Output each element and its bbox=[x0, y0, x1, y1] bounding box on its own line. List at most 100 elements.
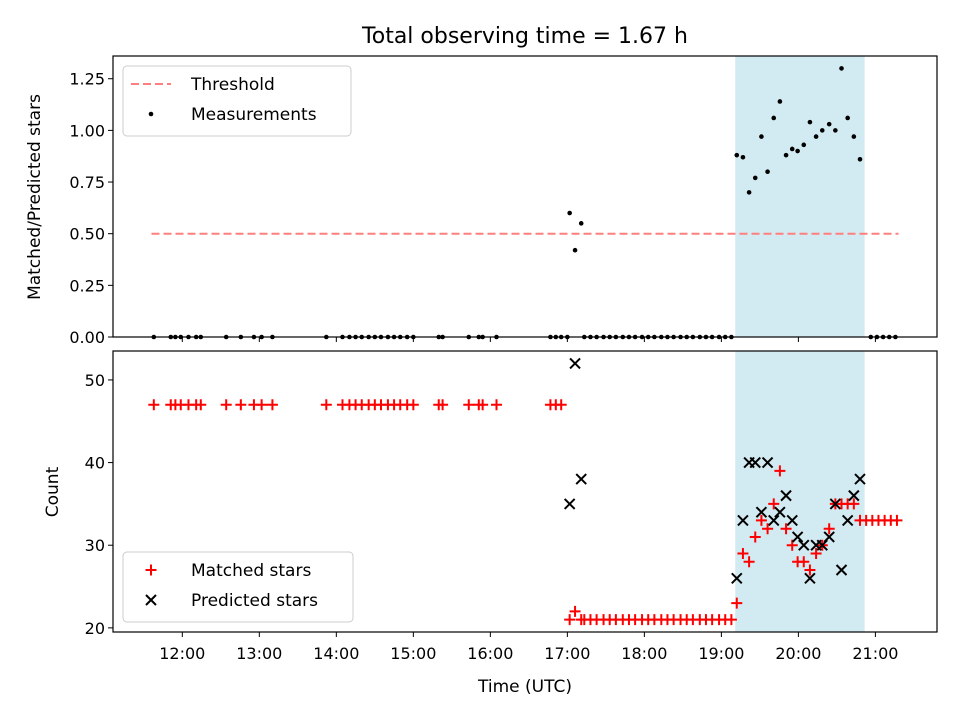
data-point bbox=[491, 399, 503, 411]
data-point bbox=[771, 115, 777, 121]
data-point bbox=[737, 547, 749, 559]
legend-swatch bbox=[148, 111, 154, 117]
counts-series bbox=[148, 357, 903, 626]
data-point bbox=[841, 514, 854, 527]
data-point bbox=[256, 399, 268, 411]
data-point bbox=[804, 572, 816, 584]
data-point bbox=[823, 523, 835, 535]
top-legend: Threshold Measurements bbox=[122, 65, 352, 137]
bottom-x-axis: 12:00 13:00 14:00 15:00 16:00 17:00 18:00 19:00… bbox=[159, 632, 898, 663]
bottom-legend: Matched stars Predicted stars bbox=[122, 551, 354, 623]
x-tick-label: 20:00 bbox=[775, 644, 821, 663]
data-point bbox=[768, 514, 780, 527]
data-point bbox=[833, 128, 838, 133]
x-tick-label: 15:00 bbox=[390, 644, 436, 663]
data-point bbox=[804, 564, 816, 576]
y-tick-label: 1.00 bbox=[69, 121, 105, 140]
data-point bbox=[407, 399, 419, 411]
legend-label: Matched stars bbox=[191, 561, 311, 581]
legend-box bbox=[122, 65, 352, 137]
top-axes-frame bbox=[112, 55, 938, 338]
data-point bbox=[220, 399, 232, 411]
data-point bbox=[857, 157, 863, 162]
data-point bbox=[746, 190, 752, 195]
data-point bbox=[749, 531, 761, 543]
x-tick-label: 13:00 bbox=[236, 644, 282, 663]
data-point bbox=[774, 465, 786, 477]
data-point bbox=[755, 506, 768, 518]
y-tick-label: 30 bbox=[85, 536, 105, 555]
y-tick-label: 50 bbox=[85, 371, 105, 390]
data-point bbox=[195, 399, 207, 411]
x-tick-label: 14:00 bbox=[313, 644, 359, 663]
top-y-axis: 0.00 0.25 0.50 0.75 1.00 1.25 bbox=[69, 70, 113, 347]
data-point bbox=[789, 146, 795, 152]
data-point bbox=[463, 399, 475, 411]
data-point bbox=[791, 531, 804, 543]
data-point bbox=[810, 547, 822, 559]
data-point bbox=[759, 134, 764, 139]
data-point bbox=[777, 99, 783, 104]
x-tick-label: 21:00 bbox=[852, 644, 898, 663]
x-tick-label: 16:00 bbox=[467, 644, 513, 663]
bottom-y-axis-label: Count bbox=[43, 466, 63, 517]
data-point bbox=[786, 514, 798, 527]
data-point bbox=[737, 514, 749, 527]
data-point bbox=[569, 605, 581, 617]
data-point bbox=[807, 119, 813, 125]
data-point bbox=[749, 456, 761, 469]
data-point bbox=[826, 121, 832, 127]
x-tick-label: 12:00 bbox=[159, 644, 205, 663]
data-point bbox=[851, 134, 857, 139]
y-tick-label: 0.00 bbox=[69, 328, 105, 347]
data-point bbox=[755, 514, 767, 526]
data-point bbox=[743, 556, 755, 568]
x-tick-label: 17:00 bbox=[544, 644, 590, 663]
data-point bbox=[148, 399, 160, 411]
data-point bbox=[829, 498, 842, 510]
data-point bbox=[731, 597, 743, 609]
legend-label: Measurements bbox=[191, 105, 317, 125]
y-tick-label: 20 bbox=[85, 619, 105, 638]
data-point bbox=[731, 572, 743, 584]
data-point bbox=[734, 152, 740, 158]
top-x-axis bbox=[181, 337, 876, 342]
data-point bbox=[762, 523, 774, 535]
data-point bbox=[564, 614, 576, 626]
data-point bbox=[266, 399, 278, 411]
data-point bbox=[848, 498, 860, 510]
data-point bbox=[572, 247, 578, 253]
y-tick-label: 0.25 bbox=[69, 276, 105, 295]
data-point bbox=[823, 531, 835, 543]
data-point bbox=[795, 148, 800, 154]
data-point bbox=[437, 399, 449, 411]
data-point bbox=[477, 399, 489, 411]
data-point bbox=[783, 152, 789, 158]
data-point bbox=[835, 564, 848, 576]
data-point bbox=[768, 498, 780, 510]
data-point bbox=[575, 473, 587, 485]
data-point bbox=[725, 614, 737, 626]
data-point bbox=[555, 399, 567, 411]
legend-label: Predicted stars bbox=[191, 591, 318, 611]
y-tick-label: 1.25 bbox=[69, 70, 105, 89]
x-axis-label: Time (UTC) bbox=[477, 677, 572, 697]
chart-title: Total observing time = 1.67 h bbox=[361, 24, 688, 49]
data-point bbox=[801, 142, 807, 148]
data-point bbox=[235, 399, 247, 411]
data-point bbox=[774, 506, 786, 518]
y-tick-label: 0.50 bbox=[69, 225, 105, 244]
data-point bbox=[761, 456, 774, 469]
data-point bbox=[848, 489, 860, 502]
y-tick-label: 0.75 bbox=[69, 173, 105, 192]
data-point bbox=[845, 115, 850, 121]
shaded-interval bbox=[735, 351, 865, 632]
data-point bbox=[854, 473, 866, 485]
data-point bbox=[813, 134, 819, 139]
data-point bbox=[320, 399, 332, 411]
data-point bbox=[798, 539, 810, 551]
shaded-interval bbox=[735, 56, 865, 337]
ratio-panel: 0.00 0.25 0.50 0.75 1.00 1.25 Matched/Predict… bbox=[25, 55, 938, 347]
